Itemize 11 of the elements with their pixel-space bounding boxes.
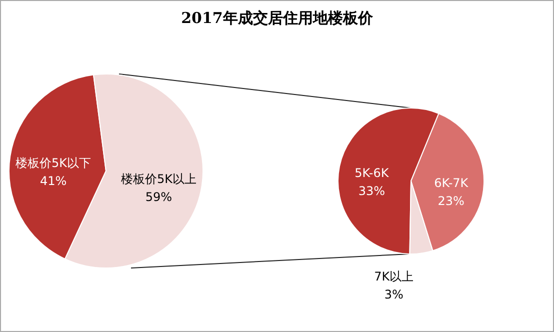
slice-label: 6K-7K [434,176,470,190]
data-label: 3% [384,287,404,302]
slice-label: 楼板价5K以上 [120,172,196,186]
data-label: 33% [358,184,386,198]
slice-label: 5K-6K [354,166,390,180]
data-label: 23% [438,194,464,208]
data-label: 41% [40,174,67,188]
slice-label: 楼板价5K以下 [16,156,92,170]
data-label: 59% [145,190,172,204]
text: 2017年成交居住用地楼板价 [180,9,374,28]
slice-label: 7K以上 [374,269,414,284]
